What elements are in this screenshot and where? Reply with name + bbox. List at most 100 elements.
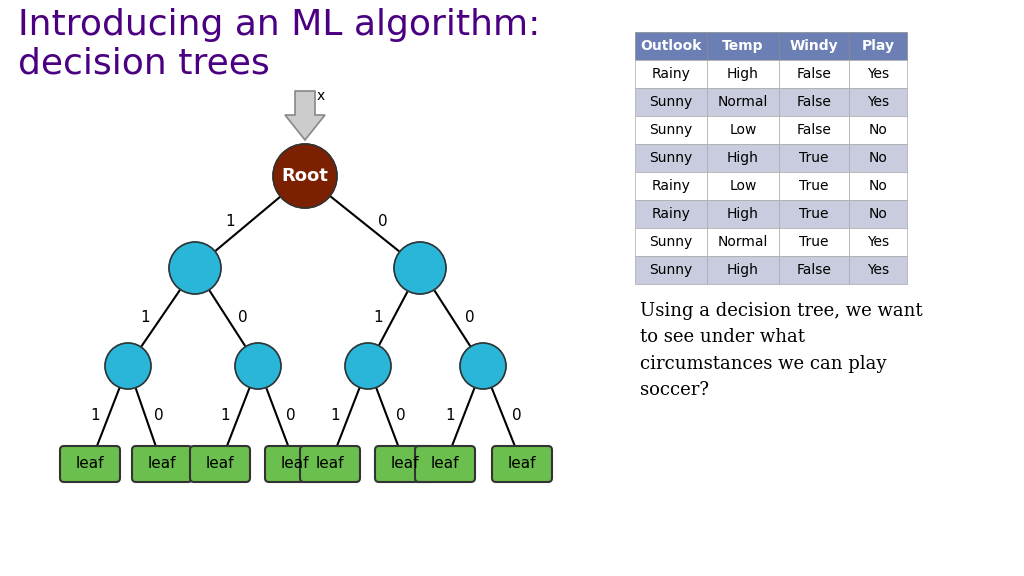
FancyBboxPatch shape [779,228,849,256]
FancyBboxPatch shape [849,88,907,116]
Text: True: True [800,235,828,249]
FancyBboxPatch shape [707,228,779,256]
FancyBboxPatch shape [265,446,325,482]
Circle shape [460,343,506,389]
Text: Sunny: Sunny [649,263,692,277]
FancyBboxPatch shape [849,172,907,200]
Text: Yes: Yes [867,95,889,109]
FancyBboxPatch shape [849,60,907,88]
Circle shape [273,144,337,208]
Text: High: High [727,207,759,221]
Text: 1: 1 [140,309,151,324]
Text: Sunny: Sunny [649,95,692,109]
Text: Rainy: Rainy [651,67,690,81]
Text: 0: 0 [155,407,164,423]
Polygon shape [285,91,325,140]
FancyBboxPatch shape [635,256,707,284]
FancyBboxPatch shape [707,116,779,144]
Text: Low: Low [729,179,757,193]
FancyBboxPatch shape [635,172,707,200]
Text: 0: 0 [465,309,474,324]
Text: Yes: Yes [867,67,889,81]
FancyBboxPatch shape [375,446,435,482]
Text: Introducing an ML algorithm:: Introducing an ML algorithm: [18,8,541,42]
Text: False: False [797,67,831,81]
FancyBboxPatch shape [635,60,707,88]
Text: 0: 0 [378,214,387,229]
FancyBboxPatch shape [707,88,779,116]
FancyBboxPatch shape [779,172,849,200]
Text: Sunny: Sunny [649,123,692,137]
Text: 0: 0 [238,309,248,324]
FancyBboxPatch shape [707,60,779,88]
Text: Normal: Normal [718,95,768,109]
Text: False: False [797,123,831,137]
Text: Rainy: Rainy [651,179,690,193]
Circle shape [105,343,151,389]
Text: leaf: leaf [431,457,459,472]
Text: 1: 1 [220,407,229,423]
FancyBboxPatch shape [779,60,849,88]
Text: False: False [797,95,831,109]
Text: No: No [868,207,888,221]
FancyBboxPatch shape [635,32,707,60]
Text: Normal: Normal [718,235,768,249]
Text: Windy: Windy [790,39,839,53]
Text: 1: 1 [90,407,99,423]
Text: No: No [868,179,888,193]
Text: Yes: Yes [867,235,889,249]
FancyBboxPatch shape [635,228,707,256]
Text: No: No [868,123,888,137]
FancyBboxPatch shape [132,446,193,482]
FancyBboxPatch shape [707,256,779,284]
FancyBboxPatch shape [707,200,779,228]
Text: 0: 0 [512,407,521,423]
Text: True: True [800,207,828,221]
FancyBboxPatch shape [707,172,779,200]
FancyBboxPatch shape [779,88,849,116]
FancyBboxPatch shape [707,32,779,60]
Text: decision trees: decision trees [18,46,269,80]
Text: High: High [727,67,759,81]
Text: High: High [727,263,759,277]
Text: leaf: leaf [391,457,419,472]
FancyBboxPatch shape [635,116,707,144]
FancyBboxPatch shape [635,200,707,228]
Text: Root: Root [282,167,329,185]
FancyBboxPatch shape [190,446,250,482]
FancyBboxPatch shape [707,144,779,172]
FancyBboxPatch shape [300,446,360,482]
Text: No: No [868,151,888,165]
Text: Low: Low [729,123,757,137]
Text: False: False [797,263,831,277]
Text: leaf: leaf [281,457,309,472]
Text: x: x [317,89,326,103]
Text: Temp: Temp [722,39,764,53]
Text: Sunny: Sunny [649,151,692,165]
FancyBboxPatch shape [635,144,707,172]
FancyBboxPatch shape [779,32,849,60]
Text: 1: 1 [330,407,340,423]
Circle shape [234,343,281,389]
FancyBboxPatch shape [779,256,849,284]
Circle shape [345,343,391,389]
FancyBboxPatch shape [779,200,849,228]
FancyBboxPatch shape [849,228,907,256]
Text: leaf: leaf [76,457,104,472]
Text: 0: 0 [286,407,295,423]
Text: leaf: leaf [315,457,344,472]
Text: leaf: leaf [147,457,176,472]
Text: 1: 1 [225,214,234,229]
Text: 0: 0 [395,407,406,423]
Text: 1: 1 [445,407,455,423]
Text: Rainy: Rainy [651,207,690,221]
Text: Using a decision tree, we want
to see under what
circumstances we can play
socce: Using a decision tree, we want to see un… [640,302,923,399]
Text: Play: Play [861,39,895,53]
Text: True: True [800,151,828,165]
FancyBboxPatch shape [492,446,552,482]
Text: Yes: Yes [867,263,889,277]
FancyBboxPatch shape [849,116,907,144]
Text: leaf: leaf [206,457,234,472]
Text: High: High [727,151,759,165]
Text: Outlook: Outlook [640,39,701,53]
